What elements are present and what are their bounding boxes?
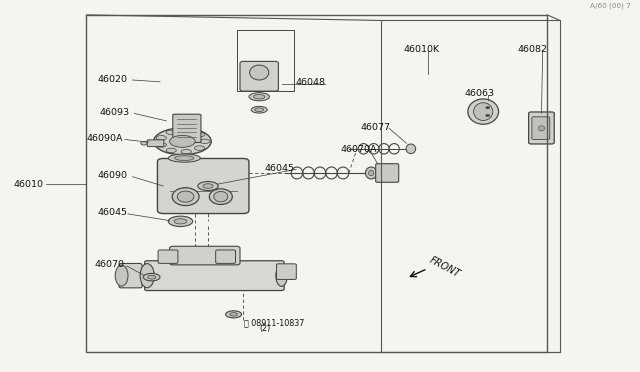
Ellipse shape — [365, 167, 377, 179]
FancyBboxPatch shape — [216, 250, 236, 263]
Text: 46048: 46048 — [296, 78, 326, 87]
Ellipse shape — [249, 93, 269, 101]
Text: 46090: 46090 — [98, 171, 128, 180]
Ellipse shape — [406, 144, 416, 154]
FancyBboxPatch shape — [119, 263, 142, 288]
Ellipse shape — [252, 106, 268, 113]
Ellipse shape — [214, 192, 228, 202]
Ellipse shape — [141, 141, 147, 145]
Text: FRONT: FRONT — [428, 255, 461, 279]
Ellipse shape — [198, 182, 218, 190]
Ellipse shape — [255, 108, 264, 112]
Ellipse shape — [140, 264, 154, 288]
FancyBboxPatch shape — [170, 246, 240, 265]
FancyBboxPatch shape — [532, 117, 550, 140]
Ellipse shape — [156, 143, 166, 147]
Text: 46070A: 46070A — [340, 145, 377, 154]
Text: 46010: 46010 — [13, 180, 44, 189]
Text: 46082: 46082 — [517, 45, 547, 54]
Ellipse shape — [148, 275, 156, 279]
Text: (2): (2) — [259, 324, 271, 333]
Bar — [381, 20, 560, 352]
Ellipse shape — [226, 311, 242, 318]
Ellipse shape — [250, 65, 269, 80]
FancyBboxPatch shape — [158, 250, 178, 263]
Ellipse shape — [154, 128, 211, 155]
FancyBboxPatch shape — [240, 61, 278, 91]
FancyBboxPatch shape — [173, 114, 201, 142]
Ellipse shape — [143, 273, 160, 281]
Ellipse shape — [253, 94, 265, 99]
Ellipse shape — [115, 265, 128, 286]
Text: Ⓝ 08911-10837: Ⓝ 08911-10837 — [244, 318, 305, 327]
Ellipse shape — [172, 188, 199, 206]
Bar — [86, 15, 547, 352]
Ellipse shape — [474, 103, 493, 121]
Ellipse shape — [170, 135, 195, 147]
Ellipse shape — [200, 139, 210, 144]
Ellipse shape — [369, 170, 374, 176]
Ellipse shape — [166, 130, 177, 135]
Text: 46077: 46077 — [360, 123, 390, 132]
FancyBboxPatch shape — [145, 261, 284, 291]
Text: A/60 (00) 7: A/60 (00) 7 — [589, 3, 630, 9]
Text: 46093: 46093 — [100, 108, 130, 117]
Ellipse shape — [203, 184, 213, 188]
Text: 46010K: 46010K — [403, 45, 439, 54]
Ellipse shape — [181, 129, 191, 133]
Ellipse shape — [181, 150, 191, 154]
FancyBboxPatch shape — [276, 264, 296, 279]
Ellipse shape — [168, 154, 200, 162]
Bar — [237, 30, 294, 91]
Ellipse shape — [174, 219, 187, 224]
Ellipse shape — [175, 155, 194, 161]
Text: 46045: 46045 — [264, 164, 294, 173]
Ellipse shape — [156, 135, 166, 140]
Ellipse shape — [538, 126, 545, 131]
Ellipse shape — [486, 115, 490, 117]
Text: 46020: 46020 — [98, 75, 128, 84]
FancyBboxPatch shape — [157, 158, 249, 214]
Ellipse shape — [166, 148, 177, 153]
FancyBboxPatch shape — [147, 140, 164, 147]
FancyBboxPatch shape — [376, 164, 399, 182]
Ellipse shape — [195, 146, 205, 150]
Ellipse shape — [168, 216, 193, 227]
Ellipse shape — [195, 132, 205, 137]
Ellipse shape — [468, 99, 499, 124]
Ellipse shape — [209, 189, 232, 205]
Text: 46090A: 46090A — [86, 134, 123, 143]
Text: 46045: 46045 — [98, 208, 128, 217]
Ellipse shape — [486, 106, 490, 109]
Ellipse shape — [177, 191, 194, 202]
Ellipse shape — [230, 312, 237, 316]
Text: 46070: 46070 — [95, 260, 125, 269]
FancyBboxPatch shape — [529, 112, 554, 144]
Text: 46063: 46063 — [465, 89, 495, 98]
Ellipse shape — [276, 265, 287, 286]
